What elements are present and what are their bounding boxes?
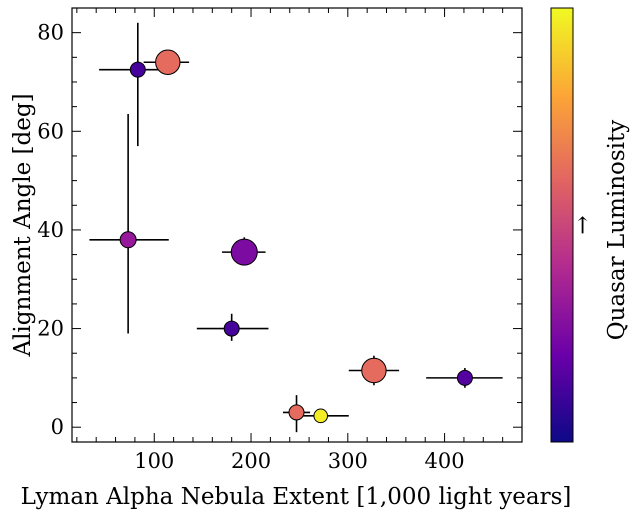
data-point: [119, 231, 137, 249]
colorbar: [550, 7, 574, 443]
x-axis-label: Lyman Alpha Nebula Extent [1,000 light y…: [21, 484, 572, 510]
data-point: [313, 408, 329, 424]
x-tick-label: 400: [425, 449, 465, 473]
data-point: [230, 238, 258, 266]
x-tick-labels: 100 200 300 400: [134, 449, 464, 473]
data-point: [288, 404, 305, 421]
y-axis-label: Alignment Angle [deg]: [10, 93, 36, 357]
plot-area: [72, 8, 522, 442]
x-tick-label: 200: [231, 449, 271, 473]
y-tick-label: 0: [51, 415, 64, 439]
data-point: [155, 49, 181, 75]
colorbar-label: Quasar Luminosity: [604, 120, 630, 341]
y-tick-label: 40: [37, 218, 64, 242]
y-tick-label: 80: [37, 21, 64, 45]
data-point: [129, 61, 146, 78]
data-point: [456, 369, 473, 386]
data-point: [223, 320, 240, 337]
data-point: [361, 357, 387, 384]
y-tick-label: 20: [37, 317, 64, 341]
x-tick-label: 300: [328, 449, 368, 473]
plot-frame: [71, 7, 523, 443]
colorbar-arrow: →: [570, 215, 596, 234]
y-tick-label: 60: [37, 119, 64, 143]
data-markers: [119, 49, 473, 424]
y-tick-labels: 0 20 40 60 80: [37, 21, 64, 440]
x-tick-label: 100: [134, 449, 174, 473]
